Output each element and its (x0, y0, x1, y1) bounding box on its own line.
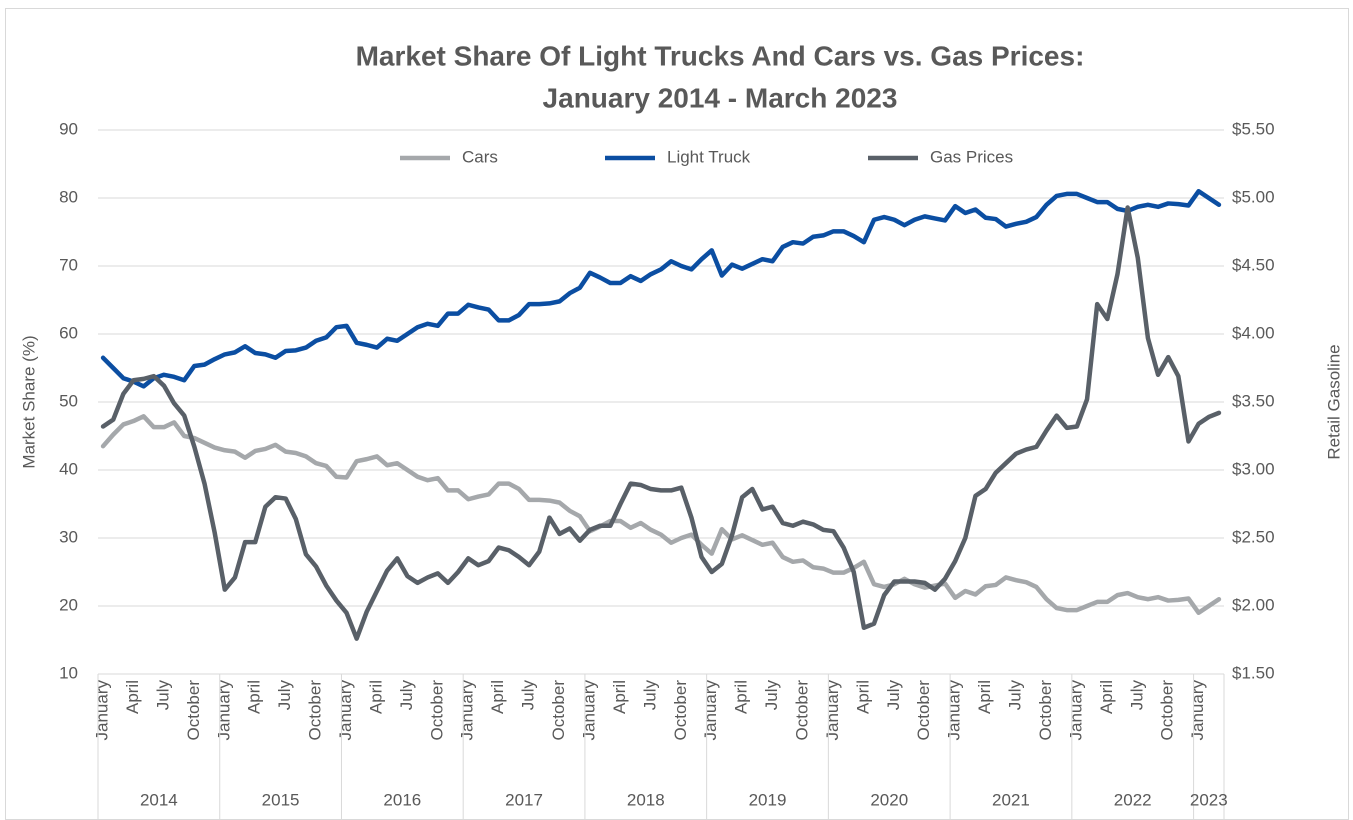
y2-tick-label: $2.50 (1232, 527, 1275, 546)
y2-tick-label: $4.50 (1232, 255, 1275, 274)
x-tick-label: April (610, 680, 629, 714)
x-tick-label: July (1127, 680, 1146, 711)
x-group-label: 2015 (262, 790, 300, 809)
x-tick-label: April (488, 680, 507, 714)
x-tick-label: July (153, 680, 172, 711)
x-group-label: 2023 (1190, 790, 1228, 809)
y-tick-label: 10 (59, 663, 78, 682)
legend-label: Gas Prices (930, 147, 1013, 166)
x-tick-label: October (184, 680, 203, 741)
chart-title: January 2014 - March 2023 (543, 82, 898, 113)
x-tick-label: January (701, 680, 720, 741)
x-tick-label: July (762, 680, 781, 711)
x-tick-label: July (397, 680, 416, 711)
y2-tick-label: $1.50 (1232, 663, 1275, 682)
x-group-label: 2018 (627, 790, 665, 809)
x-group-label: 2021 (992, 790, 1030, 809)
y-tick-label: 20 (59, 595, 78, 614)
y2-tick-label: $3.50 (1232, 391, 1275, 410)
x-tick-label: October (914, 680, 933, 741)
x-tick-label: October (1158, 680, 1177, 741)
x-group-label: 2017 (505, 790, 543, 809)
y-tick-label: 50 (59, 391, 78, 410)
y2-tick-label: $5.00 (1232, 187, 1275, 206)
chart-title: Market Share Of Light Trucks And Cars vs… (356, 40, 1085, 71)
x-tick-label: April (853, 680, 872, 714)
x-tick-label: October (427, 680, 446, 741)
x-tick-label: July (275, 680, 294, 711)
legend-label: Cars (462, 147, 498, 166)
legend-label: Light Truck (667, 147, 751, 166)
x-tick-label: July (884, 680, 903, 711)
y2-tick-label: $2.00 (1232, 595, 1275, 614)
x-group-label: 2022 (1114, 790, 1152, 809)
series-line (100, 414, 1222, 616)
y-axis-label: Market Share (%) (19, 335, 38, 468)
x-tick-label: January (458, 680, 477, 741)
y2-tick-label: $4.00 (1232, 323, 1275, 342)
x-tick-label: April (123, 680, 142, 714)
x-tick-label: April (732, 680, 751, 714)
y-tick-label: 70 (59, 255, 78, 274)
x-tick-label: October (306, 680, 325, 741)
y2-tick-label: $5.50 (1232, 119, 1275, 138)
x-tick-label: April (245, 680, 264, 714)
y-tick-label: 80 (59, 187, 78, 206)
x-tick-label: July (1006, 680, 1025, 711)
x-tick-label: January (579, 680, 598, 741)
y2-tick-label: $3.00 (1232, 459, 1275, 478)
x-tick-label: October (1036, 680, 1055, 741)
x-tick-label: April (366, 680, 385, 714)
x-tick-label: April (975, 680, 994, 714)
series-line (100, 205, 1222, 641)
x-tick-label: October (793, 680, 812, 741)
x-tick-label: January (214, 680, 233, 741)
x-tick-label: October (549, 680, 568, 741)
x-tick-label: January (945, 680, 964, 741)
x-tick-label: January (93, 680, 112, 741)
x-tick-label: July (519, 680, 538, 711)
y-tick-label: 90 (59, 119, 78, 138)
series-line (100, 188, 1222, 389)
y-tick-label: 60 (59, 323, 78, 342)
y-tick-label: 40 (59, 459, 78, 478)
y2-axis-label: Retail Gasoline (1324, 344, 1343, 459)
x-tick-label: April (1097, 680, 1116, 714)
x-group-label: 2016 (383, 790, 421, 809)
x-tick-label: January (336, 680, 355, 741)
x-tick-label: January (1066, 680, 1085, 741)
x-group-label: 2014 (140, 790, 178, 809)
y-tick-label: 30 (59, 527, 78, 546)
x-group-label: 2019 (749, 790, 787, 809)
x-tick-label: January (823, 680, 842, 741)
x-tick-label: January (1188, 680, 1207, 741)
x-group-label: 2020 (870, 790, 908, 809)
x-tick-label: October (671, 680, 690, 741)
x-tick-label: July (640, 680, 659, 711)
